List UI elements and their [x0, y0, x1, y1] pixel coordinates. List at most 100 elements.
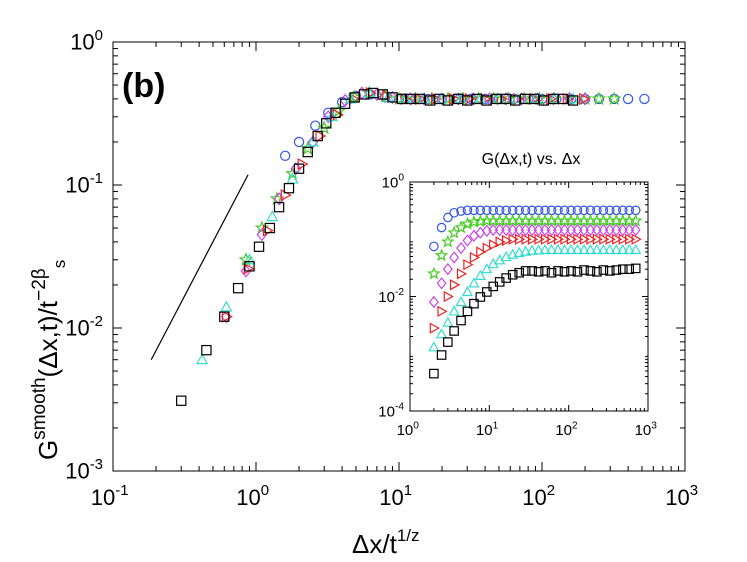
inset-point-square [533, 267, 544, 277]
main-x-tick-label: 100 [236, 482, 269, 510]
inset-point-triangle-right [605, 233, 616, 245]
main-point-triangle-up [567, 92, 580, 104]
inset-point-diamond [462, 234, 473, 247]
inset-point-diamond [442, 262, 453, 276]
main-point-square [201, 344, 212, 356]
inset-point-diamond [566, 223, 576, 237]
main-point-star [606, 91, 622, 106]
main-point-star [471, 91, 486, 106]
inset-point-diamond [527, 223, 538, 237]
main-point-star [316, 120, 332, 135]
inset-point-diamond [630, 223, 641, 237]
main-point-diamond [290, 161, 302, 176]
inset-point-triangle-up [532, 244, 545, 255]
main-point-diamond [579, 92, 591, 106]
inset-point-square [630, 263, 641, 274]
inset-point-triangle-up [435, 328, 448, 339]
main-point-star [591, 91, 607, 106]
inset-point-square [624, 264, 635, 274]
inset-point-triangle-right [625, 233, 636, 245]
inset-point-triangle-right [618, 233, 629, 245]
main-x-tick-label: 103 [665, 482, 698, 510]
main-y-label-sub: s [50, 260, 69, 269]
inset-point-diamond [617, 223, 628, 237]
main-point-square [339, 98, 351, 109]
inset-point-triangle-up [481, 263, 493, 274]
main-point-square [471, 93, 483, 105]
inset-point-triangle-right [501, 234, 513, 247]
inset-point-triangle-up [617, 243, 629, 255]
main-y-tick-label: 10-2 [65, 313, 103, 341]
main-y-label-base: G [33, 440, 63, 460]
inset-point-square [449, 326, 459, 336]
inset-point-square [592, 267, 602, 277]
inset-point-square [527, 266, 537, 276]
main-point-triangle-right [415, 92, 427, 105]
main-y-label-mid: (Δx,t)/t [33, 300, 63, 377]
inset-point-triangle-up [578, 243, 590, 255]
main-point-diamond [273, 192, 285, 206]
inset-point-star [467, 214, 481, 228]
inset-point-circle [449, 207, 459, 218]
inset-point-square [611, 265, 622, 275]
inset-point-diamond [488, 223, 499, 237]
inset-point-square [443, 337, 453, 347]
main-point-triangle-up [220, 300, 233, 312]
main-point-triangle-up [306, 135, 319, 147]
inset-point-square [617, 264, 628, 274]
main-point-triangle-right [546, 92, 558, 105]
inset-point-triangle-up [507, 248, 519, 259]
inset-point-square [507, 269, 518, 280]
inset-point-triangle-right [482, 242, 493, 254]
inset-point-triangle-right [540, 233, 552, 245]
main-point-square [312, 130, 323, 142]
inset-point-triangle-up [623, 243, 635, 255]
inset-point-diamond [428, 295, 439, 309]
inset-point-triangle-up [442, 316, 454, 327]
inset-point-triangle-up [565, 243, 577, 255]
inset-point-triangle-right [515, 233, 526, 245]
inset-y-tick-label: 100 [382, 173, 405, 192]
main-point-square [219, 311, 230, 322]
main-y-label-sup1: smooth [29, 377, 50, 439]
main-point-square [283, 182, 295, 194]
inset-point-triangle-up [558, 243, 571, 255]
main-point-triangle-up [266, 210, 279, 222]
inset-point-triangle-right [495, 236, 506, 248]
inset-point-diamond [604, 223, 615, 237]
main-point-square [567, 95, 579, 106]
main-point-triangle-up [325, 110, 339, 122]
inset-point-diamond [585, 223, 596, 237]
inset-point-square [605, 266, 615, 276]
inset-point-triangle-right [599, 233, 610, 245]
inset-point-square [572, 267, 583, 277]
main-x-tick-label: 10-1 [91, 482, 129, 510]
main-point-star [562, 91, 577, 106]
inset-point-triangle-up [571, 243, 584, 255]
main-x-label: Δx/t1/z [352, 526, 420, 559]
main-point-circle [279, 150, 291, 162]
inset-point-diamond [456, 241, 467, 255]
inset-point-triangle-right [508, 233, 519, 245]
inset-point-diamond [514, 223, 525, 237]
inset-point-triangle-right [612, 233, 623, 245]
main-point-square [264, 222, 276, 234]
main-point-diamond [436, 92, 448, 106]
inset-point-diamond [598, 223, 609, 237]
inset-point-circle [469, 205, 479, 216]
inset-y-tick-label: 10-4 [378, 402, 404, 421]
inset-axis-ticks: 100 101 102 103 10-4 10-2 100 [378, 173, 657, 440]
inset-point-star [427, 266, 441, 280]
main-data-marks [176, 85, 650, 406]
main-point-square [442, 95, 454, 106]
main-point-triangle-up [529, 92, 542, 104]
inset-point-square [501, 273, 511, 283]
inset-point-triangle-up [584, 243, 597, 255]
inset-point-triangle-right [443, 290, 454, 303]
inset-point-diamond [572, 223, 583, 237]
main-y-label-sup2: −2β [29, 268, 50, 301]
main-point-triangle-right [496, 92, 508, 105]
inset-point-star [434, 248, 449, 262]
inset-point-circle [429, 241, 439, 252]
